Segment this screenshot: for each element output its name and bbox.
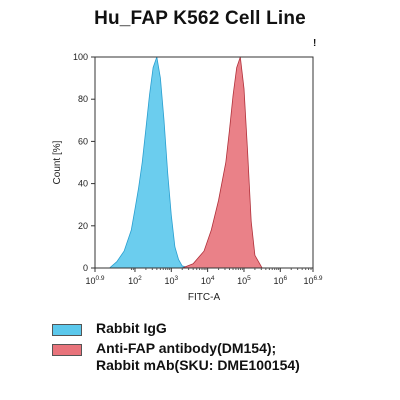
chart-title: Hu_FAP K562 Cell Line (94, 8, 306, 29)
x-tick-label-5: 106 (273, 275, 287, 286)
legend-label-fap: Anti-FAP antibody(DM154); Rabbit mAb(SKU… (96, 340, 300, 373)
x-tick-label-1: 102 (128, 275, 142, 286)
y-tick-label-2: 40 (78, 179, 88, 189)
x-tick-label-0: 100.9 (85, 275, 104, 286)
legend-swatch-igg (52, 324, 82, 336)
legend: Rabbit IgG Anti-FAP antibody(DM154); Rab… (52, 320, 300, 377)
plot-frame (94, 56, 314, 269)
y-tick-label-5: 100 (73, 52, 88, 62)
legend-item-fap: Anti-FAP antibody(DM154); Rabbit mAb(SKU… (52, 340, 300, 374)
x-tick-label-3: 104 (201, 275, 215, 286)
y-tick-label-4: 80 (78, 94, 88, 104)
series-layer (108, 56, 263, 269)
histogram-plot: 0 20 40 60 80 100 100.9 102 103 104 105 106 106.9 FI… (52, 52, 323, 300)
y-axis-label: Count [%] (52, 140, 63, 184)
corner-mark: ! (313, 38, 317, 49)
legend-item-igg: Rabbit IgG (52, 320, 300, 337)
x-axis-label: FITC-A (188, 292, 221, 300)
y-tick-label-3: 60 (78, 136, 88, 146)
axis-layer: 0 20 40 60 80 100 100.9 102 103 104 105 106 106.9 (73, 52, 323, 286)
legend-label-igg: Rabbit IgG (96, 320, 167, 336)
x-tick-label-2: 103 (164, 275, 178, 286)
series-area-0 (108, 56, 190, 269)
legend-swatch-fap (52, 344, 82, 356)
y-tick-label-0: 0 (83, 263, 88, 273)
y-tick-label-1: 20 (78, 221, 88, 231)
x-tick-label-4: 105 (237, 275, 251, 286)
x-tick-label-6: 106.9 (303, 275, 322, 286)
series-area-1 (182, 56, 263, 269)
